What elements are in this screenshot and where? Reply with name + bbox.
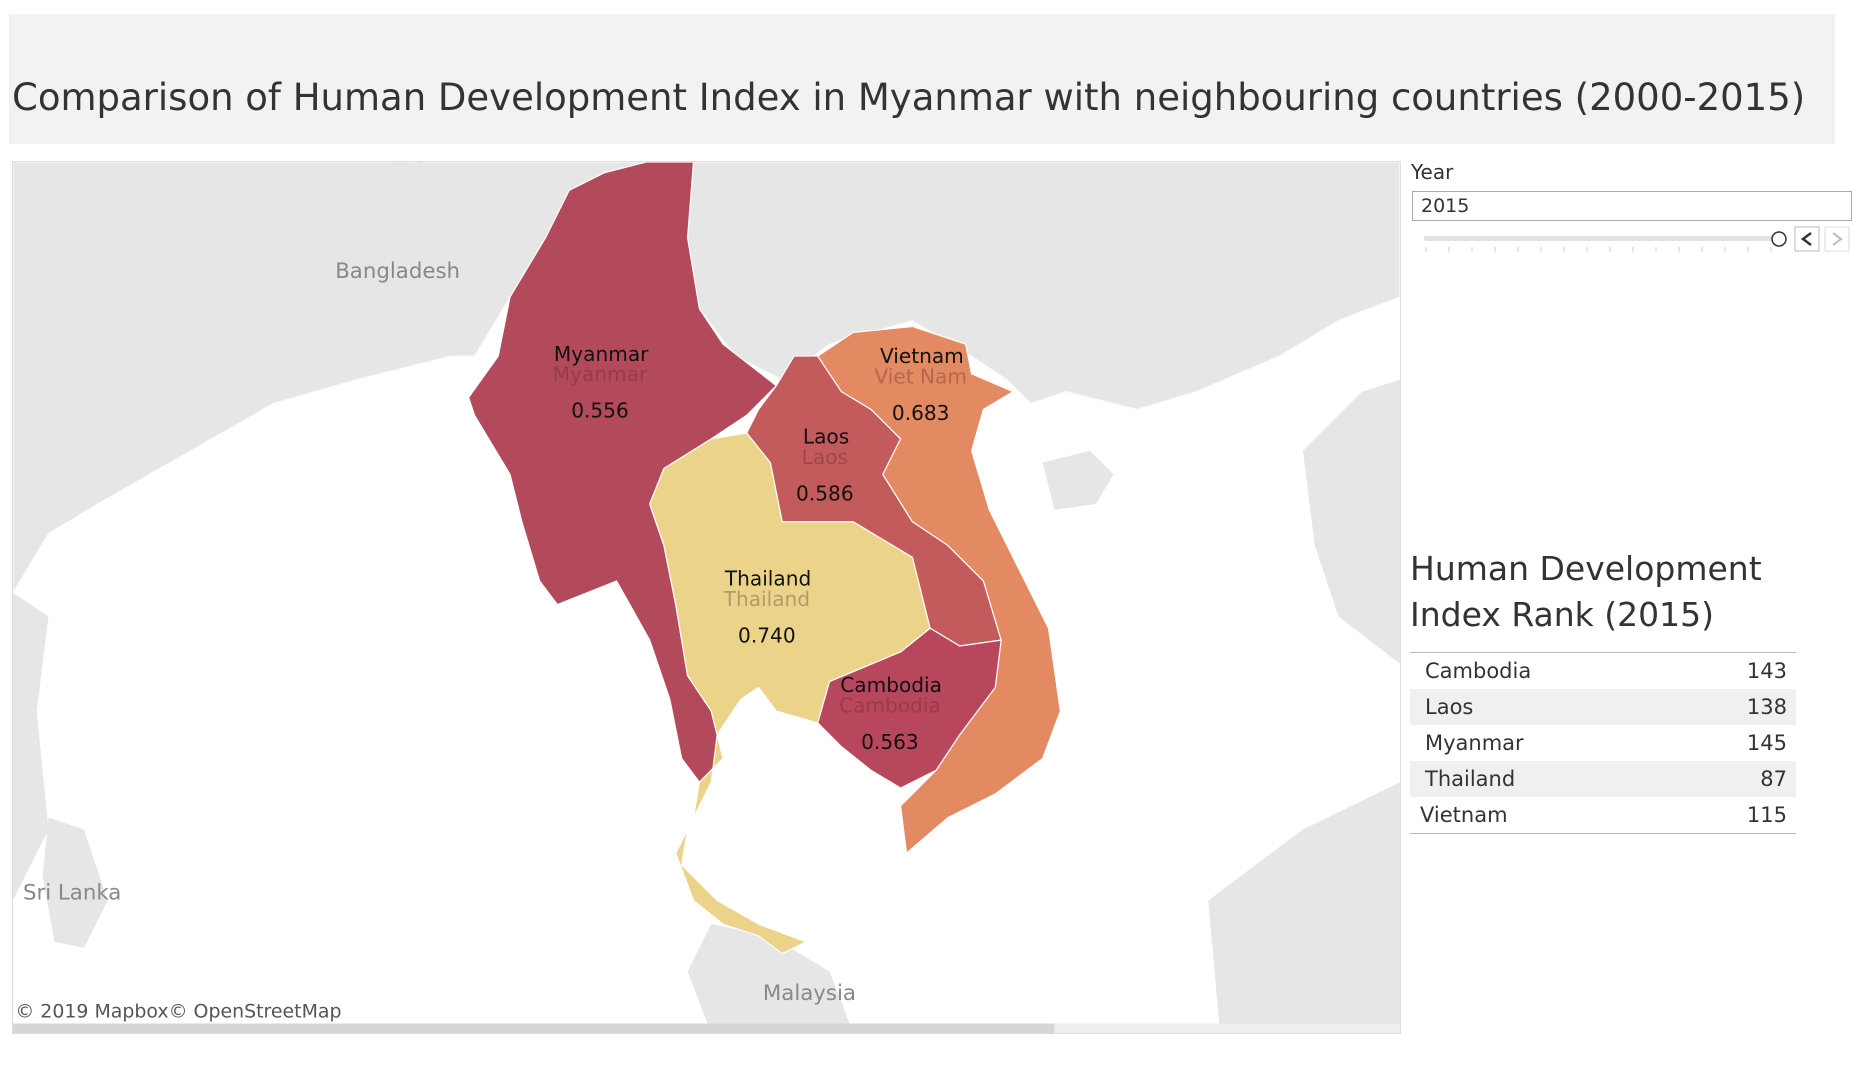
year-dropdown[interactable]: 2015 [1412, 191, 1852, 221]
hdi-value: 0.556 [571, 399, 629, 423]
base-country-label: Viet Nam [874, 364, 967, 388]
country-name: Vietnam [1420, 803, 1508, 827]
next-icon [1832, 232, 1843, 246]
map-attribution: © 2019 Mapbox© OpenStreetMap [15, 1001, 341, 1023]
country-name: Thailand [1425, 767, 1516, 791]
country-region[interactable] [816, 325, 1061, 855]
country-label: Vietnam [880, 344, 964, 368]
hdi-value: 0.563 [861, 730, 919, 754]
scrollbar-thumb[interactable] [13, 1023, 1055, 1033]
dashboard-title: Comparison of Human Development Index in… [12, 76, 1806, 119]
table-row[interactable]: Cambodia 143 [1410, 653, 1796, 689]
country-label: Thailand [724, 567, 811, 591]
slider-handle[interactable] [1771, 231, 1787, 247]
hdi-rank: 138 [1746, 695, 1787, 719]
table-title: Human Development Index Rank (2015) [1410, 549, 1762, 634]
base-country-label: Cambodia [839, 693, 941, 717]
table-row[interactable]: Myanmar 145 [1410, 725, 1796, 761]
land [13, 592, 49, 901]
table-row[interactable]: Vietnam 115 [1410, 797, 1796, 833]
slider-ticks [1425, 247, 1772, 252]
land [1042, 450, 1114, 510]
land [1208, 782, 1400, 1033]
next-button[interactable] [1824, 226, 1850, 252]
country-region[interactable] [467, 162, 778, 784]
hdi-rank: 143 [1746, 659, 1787, 683]
previous-button[interactable] [1794, 226, 1820, 252]
base-map-label: Sri Lanka [23, 880, 121, 905]
slider-track[interactable] [1424, 236, 1779, 241]
hdi-rank: 145 [1746, 731, 1787, 755]
land [1302, 379, 1400, 664]
map[interactable]: Bhutan Bangladesh Sri Lanka Malaysia © 2… [12, 161, 1401, 1034]
previous-icon [1800, 232, 1812, 246]
base-country-label: Laos [802, 445, 848, 469]
country-name: Cambodia [1425, 659, 1532, 683]
country-label: Cambodia [840, 673, 942, 697]
filter-label: Year [1411, 160, 1454, 184]
table-row[interactable]: Laos 138 [1410, 689, 1796, 725]
year-slider [1424, 226, 1850, 252]
header: Comparison of Human Development Index in… [9, 14, 1835, 144]
rank-table: Cambodia 143 Laos 138 Myanmar 145 Thailand 87 Vi… [1410, 652, 1796, 834]
land [42, 817, 108, 948]
hdi-value: 0.683 [892, 401, 950, 425]
table-row[interactable]: Thailand 87 [1410, 761, 1796, 797]
base-country-label: Myanmar [553, 362, 648, 386]
land [687, 924, 854, 1033]
base-map-label: Malaysia [763, 981, 856, 1006]
country-label: Laos [803, 425, 849, 449]
country-label: Myanmar [554, 342, 649, 366]
country-region[interactable] [817, 627, 1002, 789]
hdi-value: 0.740 [738, 623, 796, 647]
hdi-rank: 87 [1760, 767, 1787, 791]
base-map-label: Bangladesh [335, 259, 460, 284]
country-name: Myanmar [1425, 731, 1524, 755]
base-map-label: Bhutan [367, 161, 439, 167]
base-country-label: Thailand [723, 587, 810, 611]
country-name: Laos [1425, 695, 1474, 719]
hdi-rank: 115 [1746, 803, 1787, 827]
hdi-value: 0.586 [796, 481, 854, 505]
